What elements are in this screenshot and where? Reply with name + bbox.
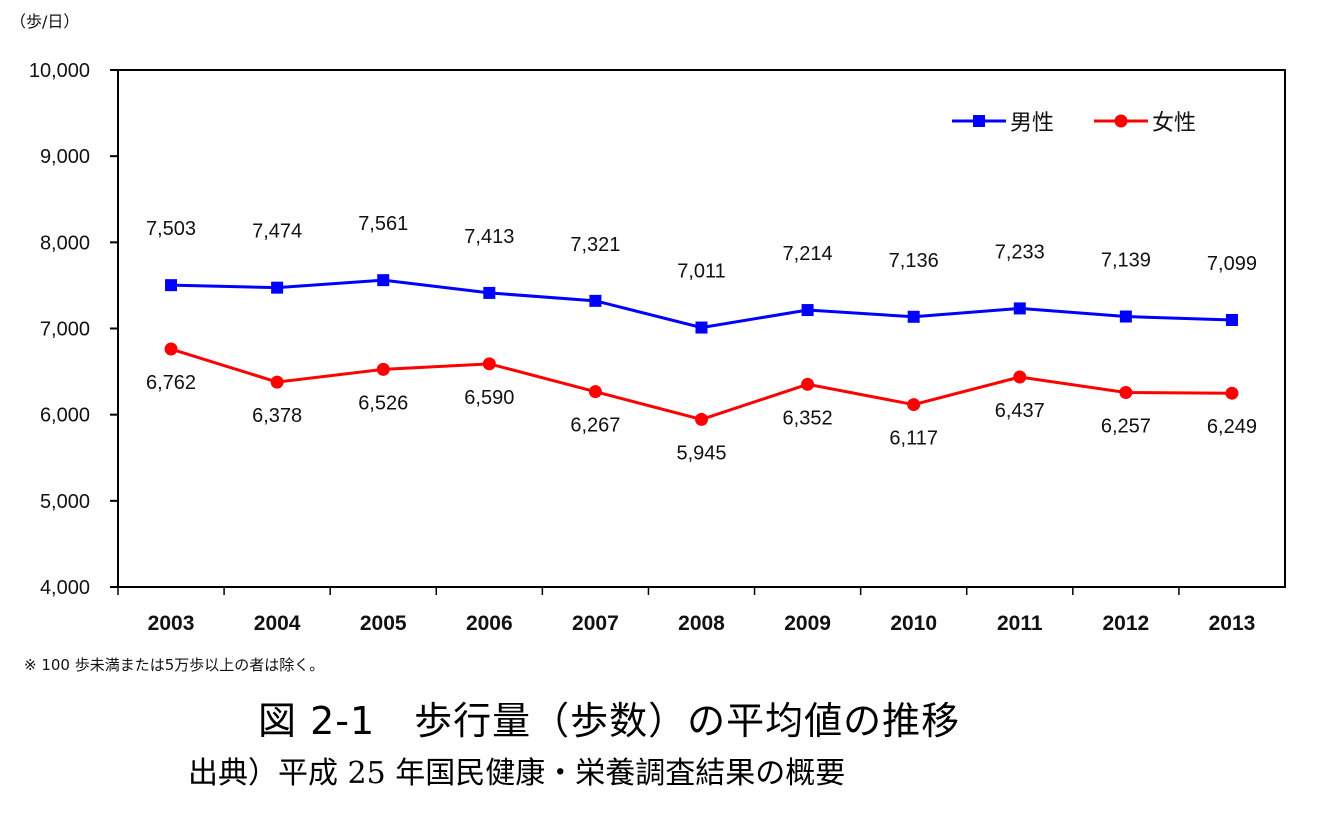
data-label: 7,011 — [677, 261, 726, 283]
y-tick-label: 9,000 — [40, 146, 90, 168]
x-tick-label: 2009 — [784, 612, 831, 635]
x-tick-label: 2005 — [360, 612, 407, 635]
legend-marker — [1114, 114, 1128, 128]
y-tick-label: 6,000 — [40, 405, 90, 427]
data-label: 6,352 — [783, 407, 833, 429]
x-tick-label: 2013 — [1209, 612, 1256, 635]
legend-label: 女性 — [1152, 111, 1196, 136]
data-point — [1225, 386, 1239, 400]
data-point — [483, 286, 496, 299]
data-point — [907, 398, 921, 412]
x-tick-label: 2012 — [1103, 612, 1150, 635]
data-point — [271, 281, 284, 294]
y-tick-label: 8,000 — [40, 232, 90, 254]
data-label: 7,474 — [252, 221, 302, 243]
data-point — [1013, 302, 1026, 315]
y-tick-label: 5,000 — [40, 491, 90, 513]
y-tick-label: 7,000 — [40, 319, 90, 341]
data-point — [695, 412, 708, 426]
data-label: 6,590 — [464, 387, 514, 409]
x-tick-label: 2003 — [148, 612, 195, 635]
data-point — [482, 357, 496, 371]
x-tick-label: 2004 — [254, 612, 301, 635]
footnote: ※ 100 歩未満または5万歩以上の者は除く。 — [24, 656, 325, 674]
data-label: 6,526 — [358, 392, 408, 414]
data-point — [1225, 313, 1238, 326]
x-tick-label: 2007 — [572, 612, 619, 635]
x-tick-label: 2011 — [997, 612, 1043, 635]
data-point — [270, 375, 284, 389]
data-label: 7,099 — [1207, 253, 1257, 275]
x-tick-label: 2008 — [678, 612, 725, 635]
data-point — [1119, 386, 1133, 400]
data-label: 7,321 — [570, 234, 620, 256]
chart-source: 出典）平成 25 年国民健康・栄養調査結果の概要 — [188, 756, 846, 791]
data-point — [588, 385, 602, 399]
data-label: 6,437 — [995, 400, 1045, 422]
x-tick-label: 2010 — [890, 612, 937, 635]
data-label: 6,117 — [889, 428, 938, 450]
y-axis-unit: （歩/日） — [10, 12, 80, 31]
data-point — [589, 294, 602, 307]
data-label: 6,249 — [1207, 416, 1257, 438]
data-label: 7,214 — [783, 243, 833, 265]
data-point — [801, 304, 814, 317]
legend-label: 男性 — [1010, 111, 1054, 136]
y-tick-label: 10,000 — [29, 60, 90, 82]
data-label: 6,257 — [1101, 416, 1151, 438]
data-label: 6,762 — [146, 372, 196, 394]
data-point — [377, 274, 390, 287]
data-point — [695, 321, 708, 334]
series-line-0 — [171, 278, 1233, 330]
data-label: 7,139 — [1101, 250, 1151, 272]
line-chart: 4,000 5,000 6,000 7,000 8,000 9,000 10,000 2003… — [29, 60, 1286, 635]
data-label: 5,945 — [676, 442, 726, 464]
y-tick-label: 4,000 — [40, 577, 90, 599]
chart-title: 図 2-1 歩行量（歩数）の平均値の推移 — [258, 699, 961, 743]
data-label: 7,413 — [464, 226, 514, 248]
data-label: 7,233 — [995, 241, 1045, 263]
data-point — [165, 279, 178, 292]
data-label: 7,503 — [146, 218, 196, 240]
data-point — [376, 362, 390, 376]
data-label: 7,561 — [358, 213, 408, 235]
series-line-1 — [170, 347, 1232, 421]
data-label: 6,267 — [570, 415, 620, 437]
x-tick-label: 2006 — [466, 612, 513, 635]
data-point — [164, 342, 178, 356]
data-point — [907, 310, 920, 323]
data-point — [801, 377, 815, 391]
data-point — [1119, 310, 1132, 323]
data-point — [1013, 370, 1027, 384]
legend-marker — [973, 115, 985, 127]
data-label: 6,378 — [252, 405, 302, 427]
data-label: 7,136 — [889, 250, 939, 272]
